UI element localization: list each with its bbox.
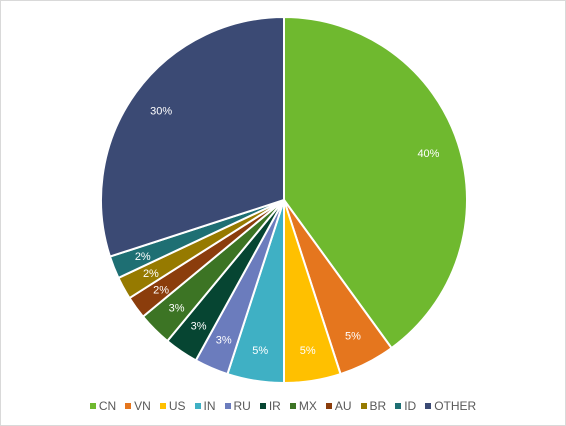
legend-swatch [159,403,166,409]
legend-item-mx: MX [289,399,317,413]
data-label-ru: 3% [216,334,232,346]
legend-swatch [425,403,432,409]
data-label-mx: 3% [169,302,185,314]
legend-item-au: AU [325,399,352,413]
data-label-id: 2% [135,251,151,263]
legend-label: CN [98,399,117,413]
pie-slice-cn [283,15,468,350]
legend-swatch [325,403,332,409]
legend-item-us: US [159,399,186,413]
data-label-other: 30% [150,106,172,118]
data-label-au: 2% [153,284,169,296]
legend-label: BR [369,399,387,413]
data-label-ir: 3% [191,321,207,333]
legend-item-other: OTHER [425,399,476,413]
legend-item-ir: IR [259,399,281,413]
legend-swatch [395,403,402,409]
legend-label: ID [404,399,417,413]
legend-swatch [259,403,266,409]
pie-slice-other [100,15,285,258]
legend-label: VN [134,399,151,413]
legend-label: RU [233,399,251,413]
legend-label: IR [268,399,281,413]
legend-label: IN [203,399,216,413]
legend-label: MX [298,399,317,413]
legend-item-in: IN [194,399,216,413]
chart-legend: CN VN US IN RU IR MX AU BR ID OTHER [1,399,565,413]
legend-item-br: BR [360,399,387,413]
legend-label: US [168,399,186,413]
data-label-us: 5% [300,345,316,357]
data-label-br: 2% [143,268,159,280]
legend-swatch [89,403,96,409]
legend-swatch [194,403,201,409]
legend-label: AU [334,399,352,413]
legend-swatch [224,403,231,409]
legend-label: OTHER [434,399,477,413]
legend-item-id: ID [395,399,416,413]
legend-swatch [360,403,367,409]
data-label-cn: 40% [417,148,439,160]
legend-item-cn: CN [89,399,117,413]
data-label-vn: 5% [345,330,361,342]
legend-item-ru: RU [224,399,251,413]
legend-swatch [289,403,296,409]
data-label-in: 5% [252,345,268,357]
legend-swatch [125,403,132,409]
legend-item-vn: VN [125,399,151,413]
